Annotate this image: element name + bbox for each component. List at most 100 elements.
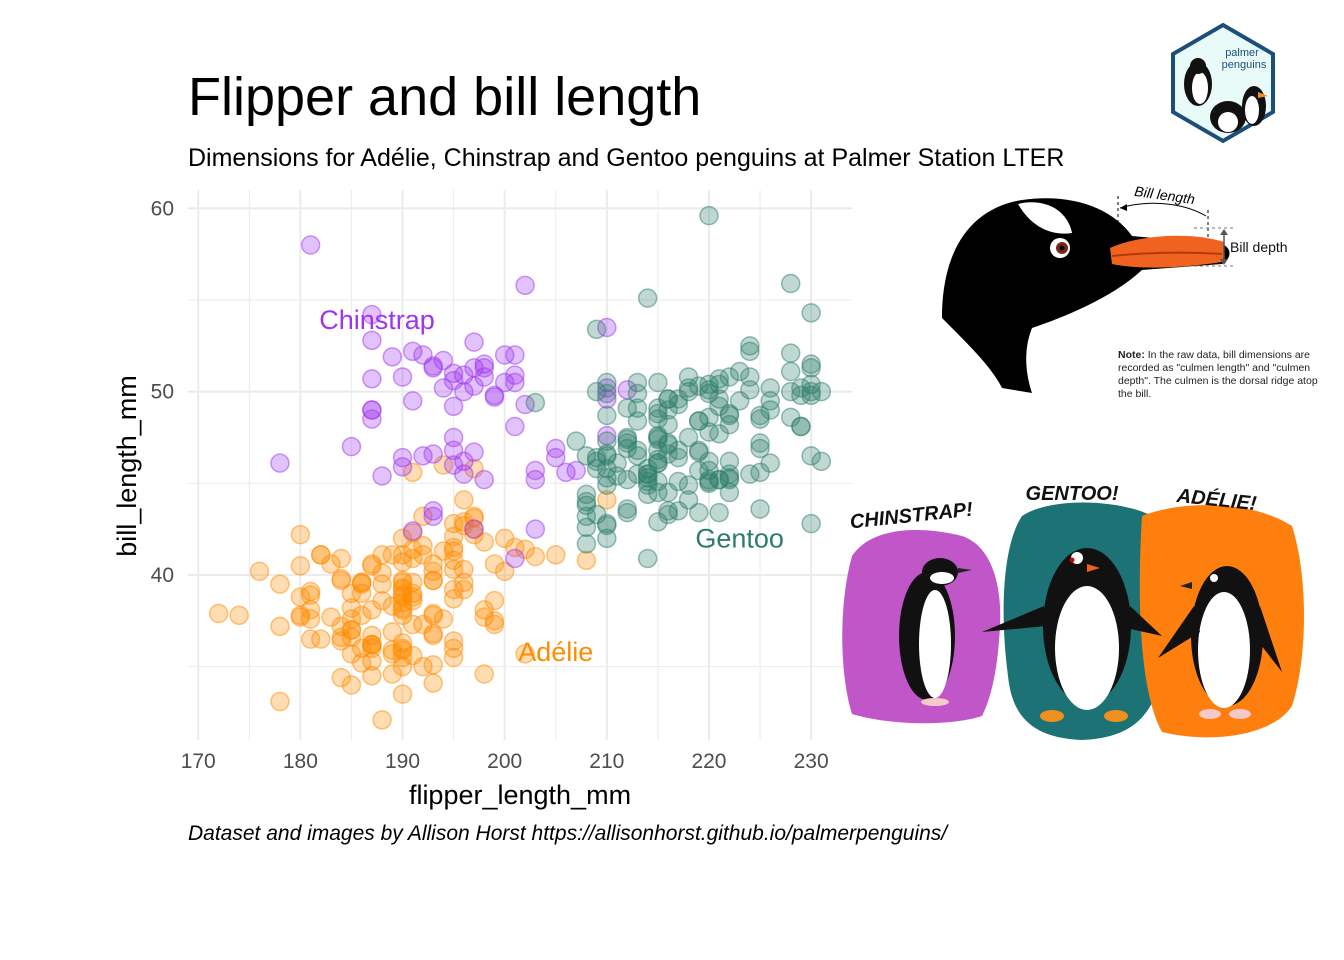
point-adelie: [474, 664, 494, 684]
point-chinstrap: [443, 440, 464, 461]
point-adelie: [454, 579, 474, 600]
point-adelie: [331, 548, 351, 569]
point-adelie: [474, 607, 494, 627]
point-chinstrap: [546, 438, 566, 459]
point-gentoo: [576, 517, 597, 538]
x-tick-label: 210: [589, 750, 624, 773]
point-adelie: [362, 638, 382, 659]
point-gentoo: [586, 319, 607, 340]
point-chinstrap: [392, 447, 413, 468]
chart-subtitle: Dimensions for Adélie, Chinstrap and Gen…: [188, 144, 1065, 172]
point-adelie: [229, 605, 249, 626]
point-adelie: [402, 462, 423, 483]
point-gentoo: [597, 468, 617, 488]
point-gentoo: [709, 502, 729, 523]
annotation-adelie: Adélie: [518, 637, 593, 667]
point-gentoo: [750, 433, 770, 453]
point-adelie: [249, 561, 270, 582]
point-chinstrap: [423, 501, 443, 521]
point-adelie: [392, 684, 413, 704]
point-gentoo: [627, 372, 648, 393]
point-chinstrap: [423, 356, 443, 376]
note-bold: Note:: [1118, 349, 1145, 361]
point-gentoo: [699, 205, 719, 226]
point-gentoo: [801, 354, 821, 374]
point-chinstrap: [392, 367, 413, 387]
point-adelie: [443, 537, 464, 558]
point-adelie: [331, 627, 351, 648]
point-gentoo: [760, 400, 781, 420]
point-adelie: [494, 561, 515, 582]
point-adelie: [331, 667, 351, 688]
point-gentoo: [780, 273, 801, 294]
x-tick-label: 200: [487, 750, 522, 773]
point-gentoo: [678, 427, 699, 448]
point-adelie: [300, 600, 321, 620]
point-chinstrap: [382, 347, 403, 367]
point-gentoo: [719, 367, 740, 387]
point-chinstrap: [423, 444, 443, 464]
tick-labels: 170 180 190 200 210 220 230 40 50 60: [151, 197, 829, 773]
point-gentoo: [689, 440, 709, 461]
point-chinstrap: [505, 365, 525, 385]
point-gentoo: [597, 383, 617, 404]
point-gentoo: [637, 548, 658, 569]
point-gentoo: [709, 424, 729, 444]
palmerpenguins-logo: palmer penguins: [1171, 22, 1275, 144]
point-gentoo: [811, 451, 832, 472]
point-adelie: [597, 490, 617, 510]
point-gentoo: [689, 376, 709, 396]
point-adelie: [423, 561, 443, 582]
point-adelie: [505, 537, 525, 558]
point-gentoo: [525, 392, 546, 413]
point-adelie: [454, 490, 474, 510]
point-chinstrap: [505, 548, 525, 569]
x-axis-title: flipper_length_mm: [409, 780, 631, 810]
bill-measurement-diagram: Bill length Bill depth: [942, 183, 1288, 393]
point-gentoo: [740, 367, 760, 387]
culmen-note: Note: In the raw data, bill dimensions a…: [1118, 349, 1323, 401]
point-gentoo: [801, 513, 821, 534]
point-adelie: [351, 653, 372, 673]
chinstrap-art-label: CHINSTRAP!: [849, 499, 974, 534]
point-gentoo: [760, 453, 781, 473]
point-gentoo: [699, 407, 719, 428]
x-tick-label: 170: [181, 750, 216, 773]
point-adelie: [208, 603, 229, 624]
point-gentoo: [597, 405, 617, 426]
point-gentoo: [648, 372, 668, 393]
point-chinstrap: [525, 469, 546, 490]
point-chinstrap: [454, 365, 474, 385]
caption: Dataset and images by Allison Horst http…: [188, 822, 948, 845]
point-adelie: [382, 545, 403, 565]
point-chinstrap: [362, 330, 382, 351]
y-axis-title: bill_length_mm: [112, 375, 142, 557]
point-gentoo: [576, 484, 597, 505]
point-adelie: [341, 675, 362, 695]
point-gentoo: [597, 372, 617, 393]
point-adelie: [341, 609, 362, 629]
point-gentoo: [658, 482, 678, 503]
grid: [188, 190, 852, 740]
point-gentoo: [597, 513, 617, 534]
penguin-species-illustration: CHINSTRAP! GENTOO! ADÉLIE!: [842, 483, 1304, 740]
point-chinstrap: [484, 385, 505, 406]
point-chinstrap: [597, 389, 617, 409]
point-gentoo: [801, 385, 821, 406]
point-gentoo: [617, 469, 638, 490]
point-gentoo: [658, 435, 678, 455]
x-tick-label: 180: [283, 750, 318, 773]
point-adelie: [290, 556, 311, 576]
data-points: [208, 205, 832, 730]
point-chinstrap: [464, 519, 484, 539]
point-chinstrap: [525, 519, 546, 539]
point-gentoo: [740, 341, 760, 362]
point-chinstrap: [494, 345, 515, 365]
point-adelie: [484, 554, 505, 574]
point-adelie: [474, 532, 494, 552]
species-annotations: Chinstrap Gentoo Adélie: [319, 305, 784, 667]
point-gentoo: [637, 288, 658, 308]
point-adelie: [392, 552, 413, 572]
point-adelie: [433, 541, 454, 561]
point-adelie: [392, 579, 413, 600]
